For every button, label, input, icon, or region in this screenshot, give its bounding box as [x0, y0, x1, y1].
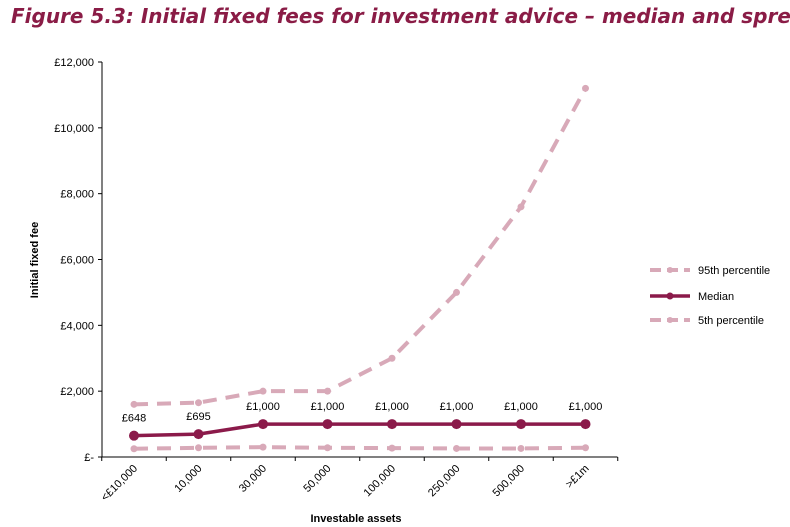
data-point-5th-percentile — [324, 444, 331, 452]
y-tick-label: £2,000 — [60, 386, 94, 398]
legend-marker — [666, 292, 674, 300]
x-tick-label: 500,000 — [491, 463, 528, 500]
data-point-median — [258, 419, 268, 430]
y-axis-title: Initial fixed fee — [29, 222, 41, 298]
data-point-5th-percentile — [582, 444, 589, 452]
x-tick-label: 100,000 — [362, 463, 399, 500]
series-line-95th-percentile — [133, 87, 588, 407]
data-point-95th-percentile — [324, 387, 331, 395]
data-point-95th-percentile — [453, 288, 460, 296]
data-label: £1,000 — [311, 401, 345, 413]
data-point-5th-percentile — [517, 444, 525, 452]
x-tick-label: 30,000 — [237, 463, 269, 495]
data-point-95th-percentile — [259, 387, 267, 395]
x-tick-label: 10,000 — [172, 463, 204, 495]
data-point-95th-percentile — [388, 354, 396, 362]
data-point-5th-percentile — [453, 444, 460, 452]
data-point-median — [516, 419, 526, 430]
series-line-5th-percentile — [133, 445, 586, 451]
data-point-5th-percentile — [388, 444, 396, 452]
data-point-5th-percentile — [195, 444, 202, 452]
legend-marker — [667, 267, 673, 273]
x-tick-label: <£10,000 — [99, 463, 140, 504]
legend-label: 95th percentile — [698, 265, 770, 277]
data-label: £1,000 — [246, 401, 280, 413]
legend-label: 5th percentile — [698, 315, 764, 327]
data-label: £1,000 — [375, 401, 409, 413]
data-point-95th-percentile — [582, 84, 589, 92]
data-label: £1,000 — [569, 401, 603, 413]
data-point-95th-percentile — [130, 400, 138, 408]
data-point-95th-percentile — [195, 399, 202, 407]
data-point-median — [580, 419, 591, 430]
data-point-median — [451, 419, 462, 430]
x-tick-label: 250,000 — [426, 463, 463, 500]
data-label: £648 — [122, 413, 146, 425]
y-tick-label: £8,000 — [60, 189, 94, 201]
data-point-median — [322, 419, 333, 430]
x-axis-title: Investable assets — [310, 513, 401, 525]
y-tick-label: £12,000 — [54, 57, 94, 69]
figure-title: Figure 5.3: Initial fixed fees for inves… — [11, 4, 790, 28]
data-point-95th-percentile — [517, 203, 525, 211]
y-tick-label: £10,000 — [54, 123, 94, 135]
x-tick-label: >£1m — [563, 463, 591, 491]
y-tick-label: £6,000 — [60, 255, 94, 267]
x-tick-label: 50,000 — [301, 463, 333, 495]
data-point-median — [387, 419, 397, 430]
series-line-median — [133, 422, 586, 438]
legend-label: Median — [698, 291, 734, 303]
y-tick-label: £4,000 — [60, 320, 94, 332]
data-point-5th-percentile — [130, 445, 138, 453]
legend-marker — [667, 317, 673, 323]
data-label: £1,000 — [440, 401, 474, 413]
data-point-median — [129, 430, 139, 441]
data-point-5th-percentile — [259, 443, 267, 451]
data-label: £1,000 — [504, 401, 538, 413]
y-tick-label: £- — [84, 452, 94, 464]
data-point-median — [193, 429, 204, 440]
data-label: £695 — [186, 411, 210, 423]
